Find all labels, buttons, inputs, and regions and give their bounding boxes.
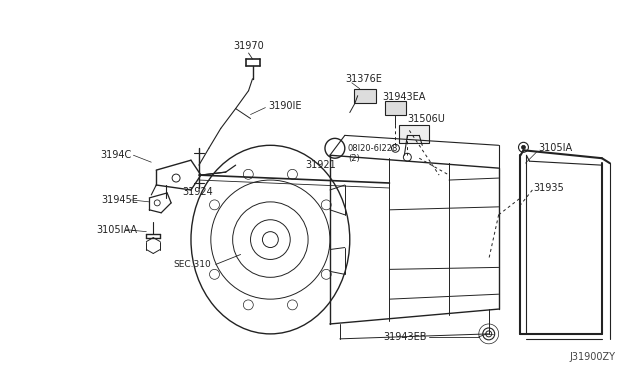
Text: 08I20-6I228: 08I20-6I228 — [348, 144, 398, 153]
Text: 31943EA: 31943EA — [383, 92, 426, 102]
Bar — [354, 89, 376, 103]
Bar — [385, 101, 406, 115]
Text: J31900ZY: J31900ZY — [570, 352, 616, 362]
Text: 31376E: 31376E — [345, 74, 381, 84]
Circle shape — [522, 145, 525, 149]
Text: (2): (2) — [348, 154, 360, 163]
Text: 31943EB: 31943EB — [384, 332, 427, 342]
Text: 3105IA: 3105IA — [538, 143, 573, 153]
Text: 31924: 31924 — [182, 187, 213, 197]
Text: 3190IE: 3190IE — [268, 100, 302, 110]
Text: SEC.310: SEC.310 — [173, 260, 211, 269]
Text: 3105IAA: 3105IAA — [97, 225, 138, 235]
Text: 31935: 31935 — [533, 183, 564, 193]
Text: 31506U: 31506U — [407, 113, 445, 124]
Text: 3194C: 3194C — [100, 150, 131, 160]
Text: 31970: 31970 — [233, 41, 264, 51]
Bar — [399, 125, 429, 143]
Text: 31921: 31921 — [305, 160, 336, 170]
Text: 31945E: 31945E — [102, 195, 138, 205]
